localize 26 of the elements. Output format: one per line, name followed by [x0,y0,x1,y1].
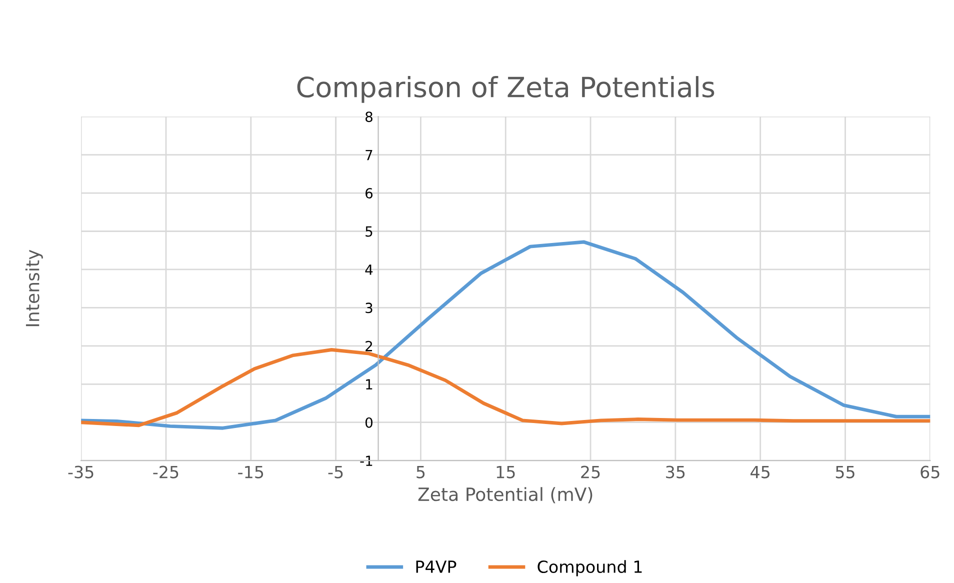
y-tick-label: 1 [366,379,372,390]
x-tick-label: -25 [153,466,178,478]
y-tick-label: 8 [366,112,372,122]
x-tick-label: 45 [750,466,770,478]
x-tick-label: 5 [416,466,425,478]
y-tick-label: 2 [366,340,372,352]
y-tick-label: 6 [366,188,373,199]
x-axis-title: Zeta Potential (mV) [418,487,592,504]
x-tick-label: -5 [328,466,343,478]
y-tick-label: 4 [365,264,373,275]
y-axis-title: Intensity [25,250,43,326]
x-tick-label: -15 [238,466,264,478]
x-tick-label: -35 [68,466,94,478]
chart-title: Comparison of Zeta Potentials [297,76,714,103]
legend-label: Compound 1 [538,560,642,576]
x-tick-label: 35 [666,466,685,478]
y-tick-label: 3 [366,302,372,314]
y-tick-label: 0 [365,417,372,428]
x-tick-label: 15 [496,466,515,478]
x-tick-label: 25 [581,466,600,478]
line-series [81,240,930,430]
y-tick-label: 7 [366,150,372,160]
x-tick-label: 65 [920,466,940,478]
x-tick-label: 55 [836,466,854,478]
legend-label: P4VP [416,560,456,573]
y-tick-label: 5 [366,226,372,237]
